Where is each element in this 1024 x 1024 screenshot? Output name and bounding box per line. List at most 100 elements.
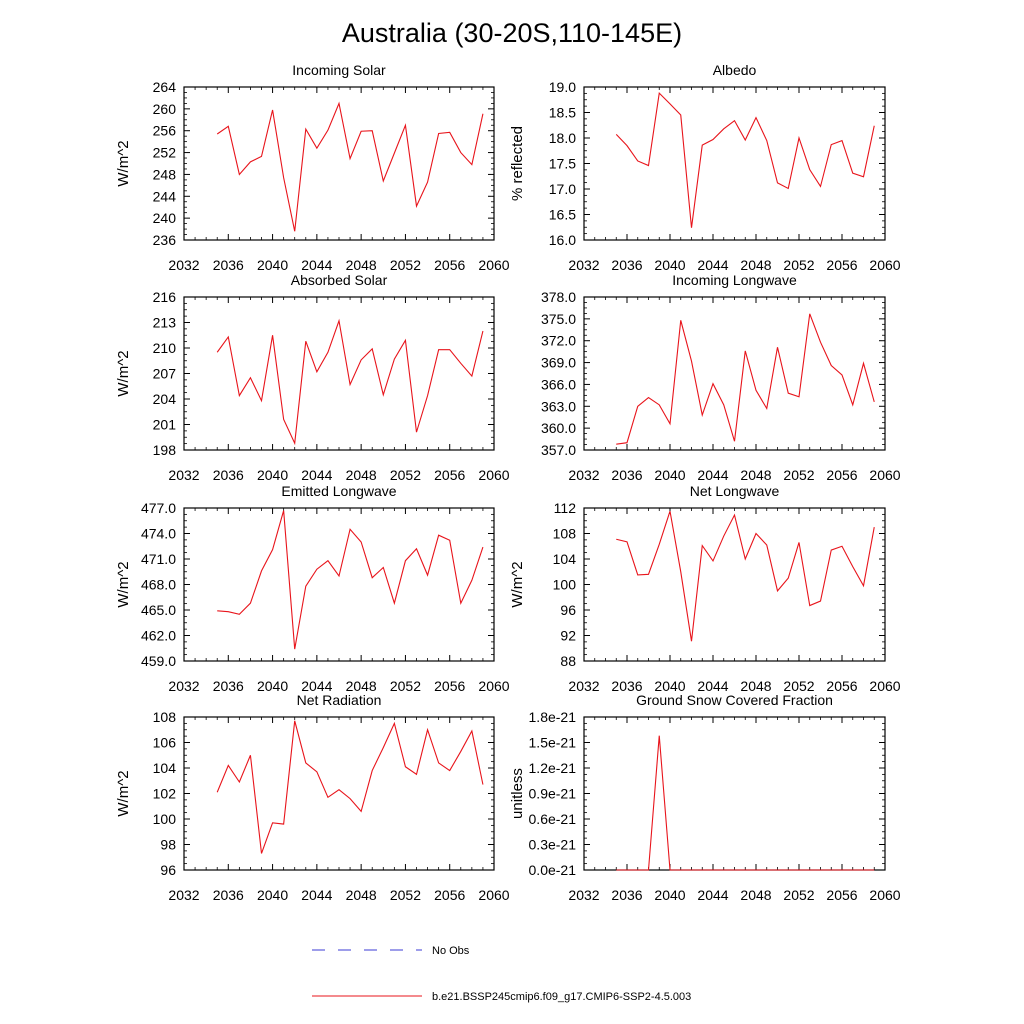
x-tick-label: 2040 (654, 887, 685, 903)
x-tick-label: 2052 (783, 257, 814, 273)
y-tick-label: 360.0 (541, 420, 576, 436)
y-tick-label: 459.0 (141, 653, 176, 669)
y-tick-label: 357.0 (541, 442, 576, 458)
panel-8: Ground Snow Covered Fraction 2032 2036 2040… (509, 692, 901, 903)
x-tick-label: 2060 (478, 257, 509, 273)
x-tick-label: 2060 (869, 257, 900, 273)
y-tick-label: 236 (153, 232, 177, 248)
x-tick-label: 2048 (346, 467, 377, 483)
y-tick-label: 244 (153, 188, 177, 204)
y-tick-label: 19.0 (549, 79, 576, 95)
y-tick-label: 1.2e-21 (529, 760, 577, 776)
y-axis-label: W/m^2 (509, 561, 526, 607)
panel-7: Net Radiation 2032 2036 2040 2044 2048 2052 205… (115, 692, 510, 903)
x-tick-label: 2032 (168, 257, 199, 273)
y-tick-label: 96 (160, 862, 176, 878)
y-tick-label: 256 (153, 123, 177, 139)
x-tick-label: 2052 (783, 678, 814, 694)
y-tick-label: 18.5 (549, 105, 576, 121)
x-tick-label: 2048 (740, 467, 771, 483)
series-1 (616, 313, 875, 445)
x-tick-label: 2048 (740, 678, 771, 694)
x-tick-label: 2036 (611, 887, 642, 903)
x-tick-label: 2036 (611, 257, 642, 273)
plot-frame (583, 716, 886, 871)
y-tick-label: 0.9e-21 (529, 786, 577, 802)
series-line (217, 510, 484, 650)
y-tick-label: 210 (153, 340, 177, 356)
panel-title: Incoming Solar (292, 62, 386, 78)
x-tick-label: 2052 (390, 467, 421, 483)
x-tick-label: 2044 (301, 887, 332, 903)
y-tick-label: 366.0 (541, 376, 576, 392)
y-tick-label: 0.0e-21 (529, 862, 577, 878)
y-tick-label: 471.0 (141, 551, 176, 567)
x-tick-label: 2048 (740, 257, 771, 273)
panel-1: Incoming Solar 2032 2036 2040 2044 2048 2052 20… (115, 62, 510, 273)
panel-title: Emitted Longwave (281, 483, 396, 499)
x-tick-label: 2044 (697, 887, 728, 903)
x-tick-label: 2052 (783, 887, 814, 903)
y-tick-label: 16.5 (549, 207, 576, 223)
y-tick-label: 363.0 (541, 398, 576, 414)
panels: Incoming Solar 2032 2036 2040 2044 2048 2052 20… (115, 62, 901, 903)
x-tick-label: 2032 (168, 887, 199, 903)
x-tick-label: 2044 (697, 678, 728, 694)
y-tick-label: 88 (560, 653, 576, 669)
panel-4: Incoming Longwave 2032 2036 2040 2044 2048 205… (541, 272, 901, 483)
x-tick-label: 2060 (869, 467, 900, 483)
plot-frame (583, 86, 886, 241)
y-tick-label: 108 (553, 526, 577, 542)
x-tick-label: 2040 (654, 467, 685, 483)
series-1 (216, 101, 484, 232)
x-tick-label: 2040 (654, 257, 685, 273)
y-tick-label: 17.0 (549, 181, 576, 197)
y-tick-label: 0.6e-21 (529, 811, 577, 827)
y-tick-label: 378.0 (541, 289, 576, 305)
figure-title: Australia (30-20S,110-145E) (342, 18, 682, 48)
x-tick-label: 2048 (740, 887, 771, 903)
y-tick-label: 372.0 (541, 333, 576, 349)
y-tick-label: 112 (554, 500, 577, 516)
y-tick-label: 106 (153, 735, 177, 751)
y-tick-label: 260 (153, 101, 177, 117)
legend-label-model: b.e21.BSSP245cmip6.f09_g17.CMIP6-SSP2-4.… (432, 991, 691, 1003)
series-1 (216, 720, 484, 854)
y-tick-label: 477.0 (141, 500, 176, 516)
x-tick-label: 2032 (568, 467, 599, 483)
x-tick-label: 2036 (213, 467, 244, 483)
x-tick-label: 2044 (697, 467, 728, 483)
x-tick-label: 2048 (346, 678, 377, 694)
series-line (216, 101, 484, 232)
y-tick-label: 240 (153, 210, 177, 226)
series-line (616, 735, 875, 871)
x-tick-label: 2056 (434, 257, 465, 273)
series-1 (217, 510, 484, 650)
plot-frame (183, 507, 495, 662)
x-tick-label: 2056 (826, 467, 857, 483)
legend-label-no-obs: No Obs (432, 945, 470, 957)
panel-title: Ground Snow Covered Fraction (636, 692, 833, 708)
panel-title: Absorbed Solar (291, 272, 388, 288)
y-tick-label: 468.0 (141, 577, 176, 593)
x-tick-label: 2052 (390, 887, 421, 903)
x-tick-label: 2032 (168, 467, 199, 483)
y-tick-label: 198 (153, 442, 177, 458)
x-tick-label: 2056 (826, 257, 857, 273)
x-tick-label: 2040 (654, 678, 685, 694)
y-tick-label: 204 (153, 391, 177, 407)
x-tick-label: 2060 (478, 887, 509, 903)
x-tick-label: 2044 (697, 257, 728, 273)
y-tick-label: 474.0 (141, 526, 176, 542)
x-tick-label: 2056 (826, 678, 857, 694)
x-tick-label: 2040 (257, 678, 288, 694)
y-tick-label: 1.8e-21 (529, 709, 577, 725)
y-axis-label: unitless (509, 768, 526, 819)
x-tick-label: 2060 (869, 887, 900, 903)
x-tick-label: 2056 (826, 887, 857, 903)
y-tick-label: 108 (153, 709, 177, 725)
x-tick-label: 2040 (257, 467, 288, 483)
y-axis-label: W/m^2 (115, 770, 132, 816)
x-tick-label: 2036 (611, 678, 642, 694)
